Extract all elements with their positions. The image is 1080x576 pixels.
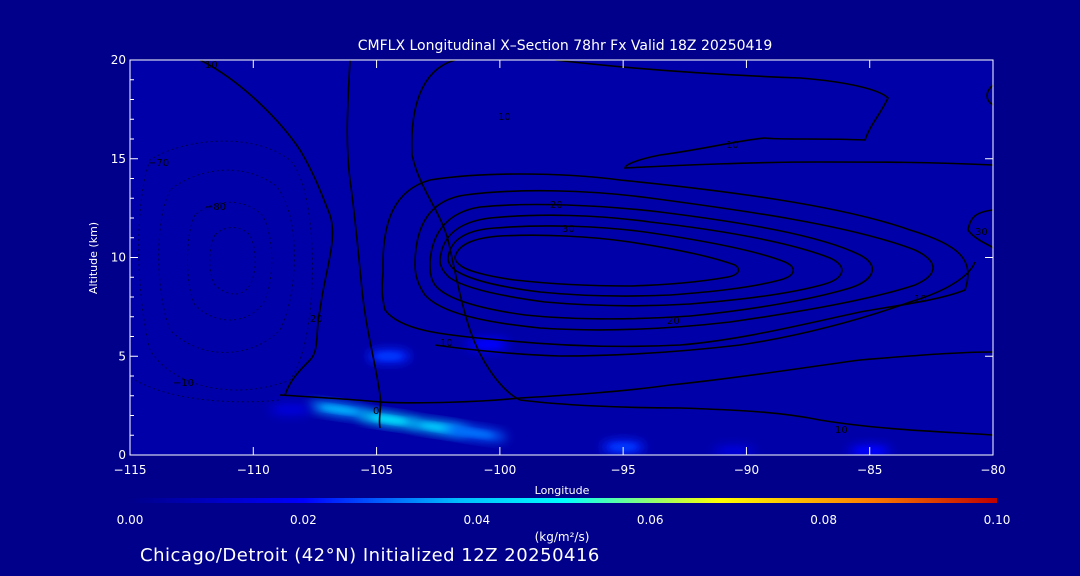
x-tick-label: −100 <box>483 463 516 477</box>
x-axis: −115 −110 −105 −100 −95 −90 −85 −80 <box>114 60 1006 477</box>
contour-10-big <box>410 60 993 436</box>
contour-ring-1 <box>381 173 969 348</box>
contour-lines <box>134 60 993 436</box>
colorbar-tick-label: 0.04 <box>463 513 490 527</box>
flux-patch-core <box>277 406 304 413</box>
neg-contour-5 <box>134 379 281 403</box>
contour-label: 30 <box>562 224 575 235</box>
plot-area <box>130 60 993 455</box>
contour-0-west <box>199 60 334 396</box>
contour-label: 10 <box>440 338 453 349</box>
y-tick-label: 5 <box>118 349 126 363</box>
x-tick-label: −105 <box>360 463 393 477</box>
colorbar-tick-label: 0.08 <box>810 513 837 527</box>
y-tick-label: 0 <box>118 448 126 462</box>
neg-contour-label: −70 <box>148 158 169 169</box>
x-tick-label: −85 <box>857 463 882 477</box>
contour-east-notch <box>986 84 993 106</box>
contour-label: 20 <box>310 314 323 325</box>
flux-patch-core <box>456 429 495 438</box>
colorbar-tick-label: 0.00 <box>117 513 144 527</box>
contour-label: 20 <box>667 316 680 327</box>
colorbar-units: (kg/m²/s) <box>535 530 590 544</box>
contour-ring-3 <box>429 203 874 320</box>
footer-caption: Chicago/Detroit (42°N) Initialized 12Z 2… <box>140 545 600 566</box>
y-tick-label: 10 <box>111 251 126 265</box>
contour-label: 20 <box>550 200 563 211</box>
chart-title: CMFLX Longitudinal X–Section 78hr Fx Val… <box>358 38 772 54</box>
contour-10-east <box>967 209 993 249</box>
contour-ring-5 <box>447 225 794 297</box>
colorbar-tick-label: 0.10 <box>984 513 1011 527</box>
contour-label: 10 <box>498 112 511 123</box>
contour-label: 10 <box>835 425 848 436</box>
colorbar-tick-label: 0.06 <box>637 513 664 527</box>
flux-patch-core <box>375 353 403 360</box>
contour-label: 10 <box>726 140 739 151</box>
contour-10-top <box>554 60 993 169</box>
contour-ring-2 <box>414 189 934 331</box>
flux-patch-core <box>474 341 501 348</box>
contour-ring-4 <box>439 214 843 307</box>
contour-label: 0 <box>373 406 379 417</box>
flux-patch-core <box>320 405 359 414</box>
contour-label: 30 <box>975 227 988 238</box>
neg-contour-4 <box>209 227 256 295</box>
y-tick-label: 15 <box>111 152 126 166</box>
flux-patch-core <box>720 447 748 455</box>
x-axis-label: Longitude <box>535 484 590 497</box>
y-axis-label: Altitude (km) <box>87 222 100 294</box>
contour-lower-2 <box>434 261 976 357</box>
y-axis: 0 5 10 15 20 <box>111 53 993 462</box>
contour-label: 10 <box>205 60 218 71</box>
colorbar <box>130 498 997 503</box>
neg-contour-label: −10 <box>173 378 194 389</box>
x-tick-label: −80 <box>980 463 1005 477</box>
colorbar-tick-label: 0.02 <box>290 513 317 527</box>
neg-contour-label: −80 <box>205 202 226 213</box>
x-tick-label: −95 <box>610 463 635 477</box>
x-tick-label: −90 <box>734 463 759 477</box>
neg-contour-1 <box>138 140 313 391</box>
contour-0-mid <box>346 60 382 429</box>
contour-lower-1 <box>279 351 993 404</box>
contour-labels: 10 10 10 10 10 20 20 30 30 20 10 0 −70 −… <box>148 60 988 436</box>
contour-ring-6 <box>454 234 740 287</box>
y-tick-label: 20 <box>111 53 126 67</box>
x-tick-label: −115 <box>114 463 147 477</box>
x-tick-label: −110 <box>237 463 270 477</box>
contour-label: 10 <box>914 294 927 305</box>
colorbar-ticks: 0.00 0.02 0.04 0.06 0.08 0.10 <box>117 513 1011 527</box>
